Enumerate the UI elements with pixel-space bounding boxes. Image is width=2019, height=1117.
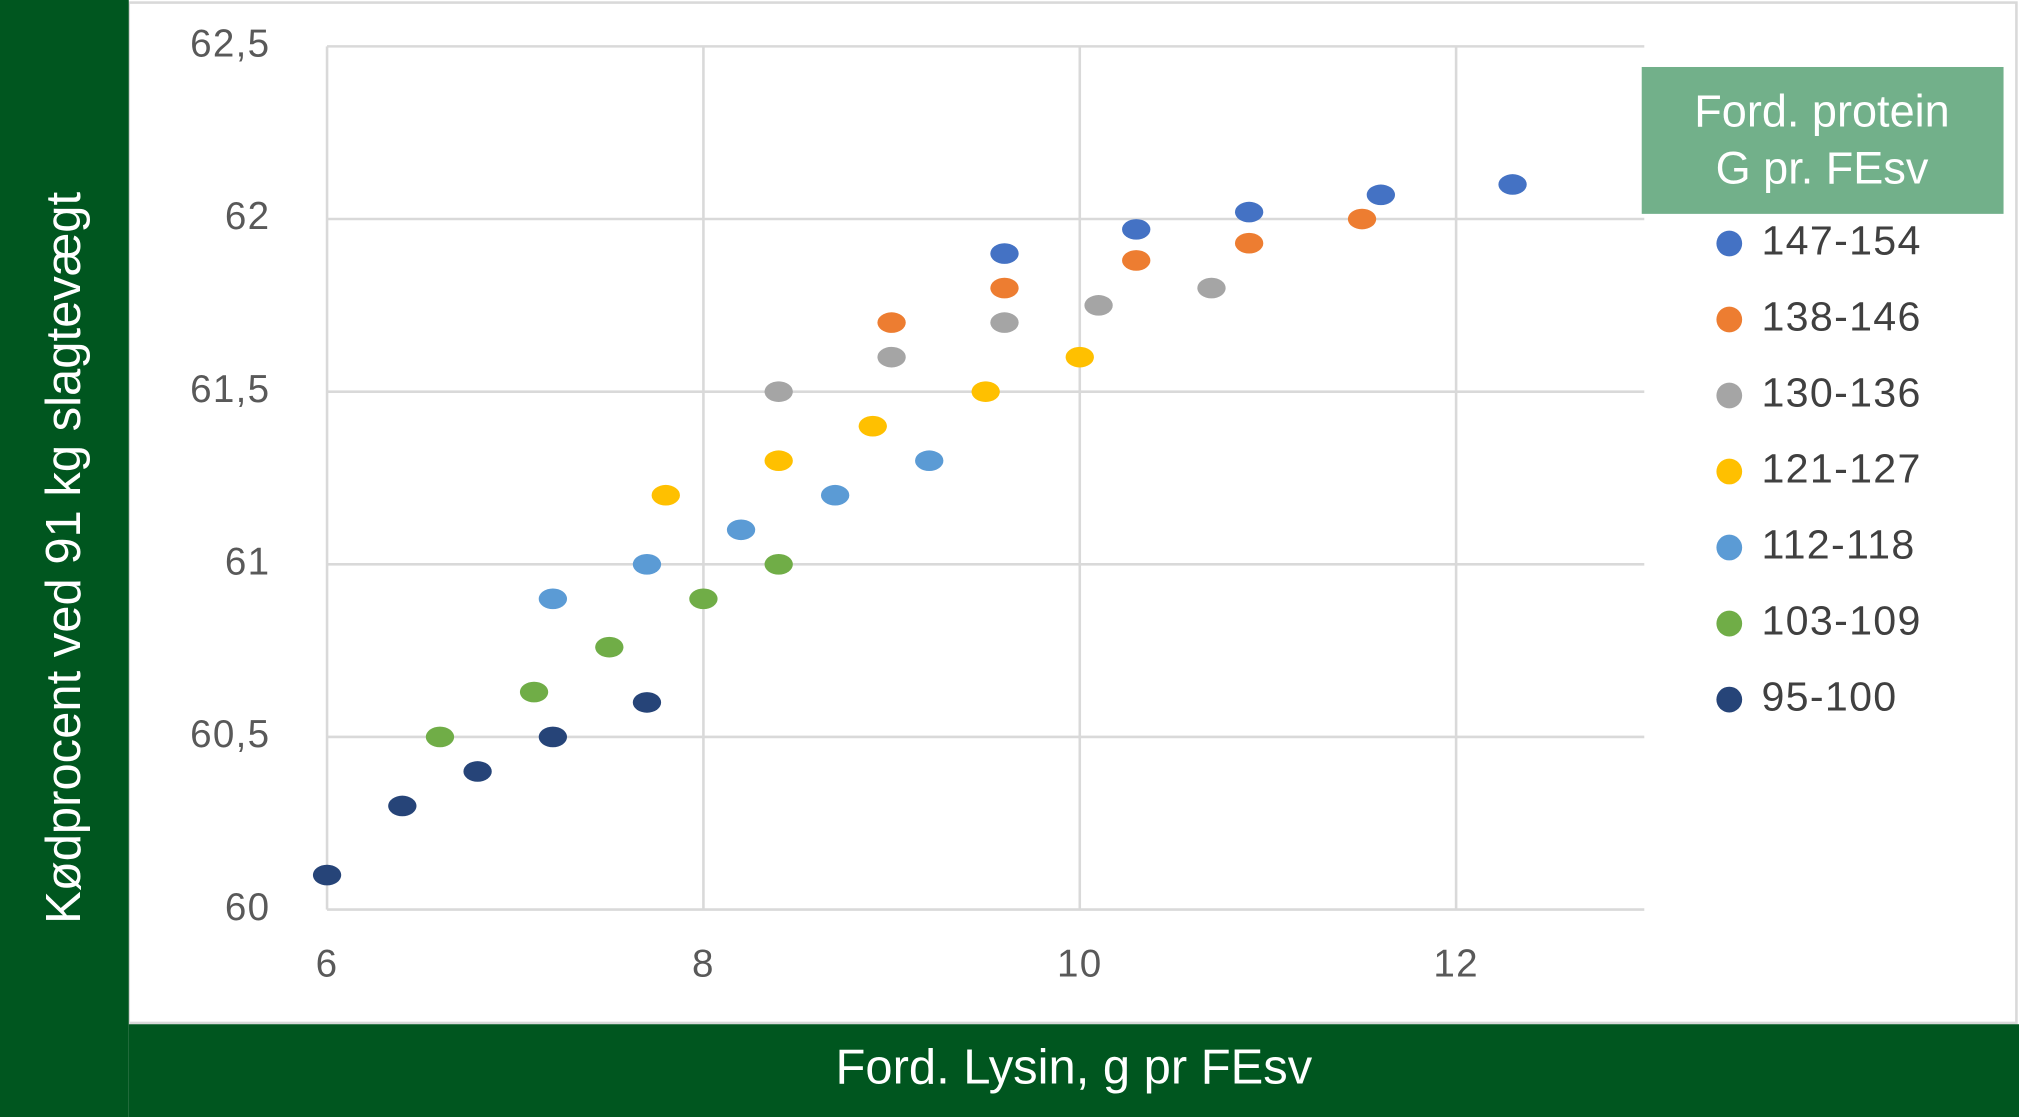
point <box>312 864 342 886</box>
x-tick-label: 10 <box>1057 942 1103 985</box>
point <box>388 795 417 817</box>
point <box>1084 295 1113 316</box>
point <box>1065 346 1094 368</box>
point <box>971 381 1000 402</box>
x-tick-label: 12 <box>1433 942 1479 985</box>
legend-label: 121-127 <box>1761 445 1921 491</box>
y-label-band <box>0 0 129 1117</box>
y-tick-label: 60,5 <box>190 713 270 756</box>
point <box>632 553 662 575</box>
y-tick-label: 61,5 <box>190 368 270 411</box>
point <box>1347 208 1377 230</box>
legend-label: 95-100 <box>1761 673 1897 719</box>
legend-label: 103-109 <box>1761 597 1921 643</box>
y-tick-label: 62 <box>225 195 271 238</box>
legend-title: G pr. FEsv <box>1716 142 1929 193</box>
point <box>538 588 568 610</box>
legend-marker <box>1716 306 1743 333</box>
legend-marker <box>1716 230 1743 257</box>
point <box>1366 184 1396 206</box>
point <box>820 484 850 506</box>
point <box>651 484 680 506</box>
y-tick-label: 62,5 <box>190 23 270 66</box>
legend-label: 147-154 <box>1761 217 1921 263</box>
point <box>1234 232 1264 254</box>
x-label-band <box>128 1024 2019 1117</box>
x-axis-label: Ford. Lysin, g pr FEsv <box>836 1041 1313 1095</box>
point <box>858 415 887 437</box>
point <box>877 312 906 333</box>
x-tick-label: 6 <box>316 942 339 985</box>
legend-label: 112-118 <box>1761 521 1915 567</box>
point <box>764 553 793 575</box>
legend-title: Ford. protein <box>1694 86 1949 137</box>
point <box>990 312 1019 333</box>
point <box>915 450 944 472</box>
point <box>425 726 455 748</box>
point <box>519 681 549 703</box>
point <box>1122 219 1151 240</box>
legend-marker <box>1716 610 1743 637</box>
point <box>1498 174 1527 195</box>
legend-label: 138-146 <box>1761 293 1921 339</box>
legend-title-box <box>1641 66 2004 214</box>
legend-marker <box>1716 382 1743 409</box>
legend-label: 130-136 <box>1761 369 1921 415</box>
point <box>764 381 793 402</box>
point <box>632 692 662 713</box>
legend-marker <box>1716 534 1743 561</box>
legend-marker <box>1716 686 1743 713</box>
y-tick-label: 60 <box>225 886 271 929</box>
y-tick-label: 61 <box>225 540 271 583</box>
point <box>726 519 756 541</box>
point <box>538 726 568 748</box>
point <box>1234 201 1264 223</box>
point <box>877 346 906 368</box>
point <box>689 588 718 610</box>
y-axis-label: Kødprocent ved 91 kg slagtevægt <box>37 191 91 923</box>
x-tick-label: 8 <box>692 942 715 985</box>
point <box>990 243 1019 264</box>
point <box>764 450 793 472</box>
point <box>1197 277 1226 299</box>
point <box>595 636 624 658</box>
point <box>1122 250 1151 271</box>
point <box>463 761 492 782</box>
point <box>990 277 1019 299</box>
legend-marker <box>1716 458 1743 485</box>
